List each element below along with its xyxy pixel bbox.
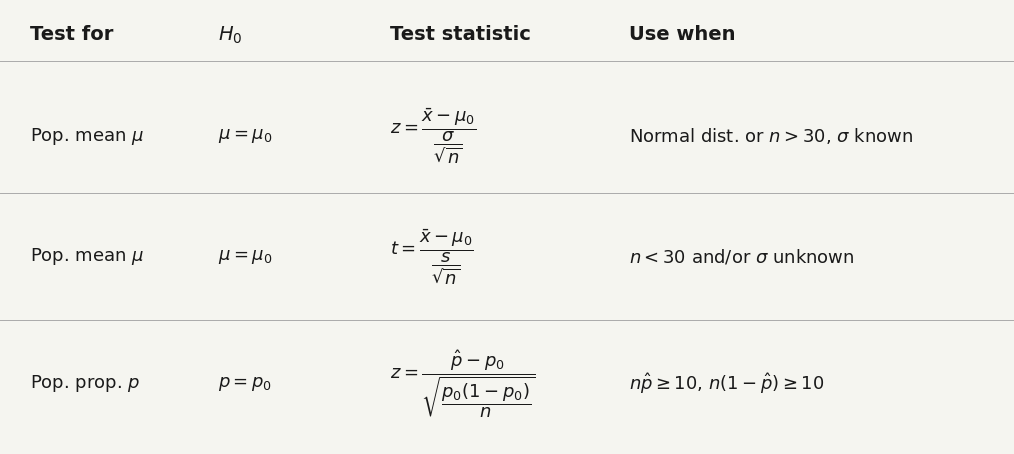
Text: $H_0$: $H_0$ [218,25,242,46]
Text: $t = \dfrac{\bar{x} - \mu_0}{\dfrac{s}{\sqrt{n}}}$: $t = \dfrac{\bar{x} - \mu_0}{\dfrac{s}{\… [390,227,475,286]
Text: $z = \dfrac{\hat{p} - p_0}{\sqrt{\dfrac{p_0(1-p_0)}{n}}}$: $z = \dfrac{\hat{p} - p_0}{\sqrt{\dfrac{… [390,348,536,419]
Text: $n\hat{p} \geq 10$, $n(1 - \hat{p}) \geq 10$: $n\hat{p} \geq 10$, $n(1 - \hat{p}) \geq… [629,371,824,396]
Text: $n < 30$ and/or $\sigma$ unknown: $n < 30$ and/or $\sigma$ unknown [629,247,854,266]
Text: Use when: Use when [629,25,735,44]
Text: $\mu = \mu_0$: $\mu = \mu_0$ [218,127,273,145]
Text: $\mu = \mu_0$: $\mu = \mu_0$ [218,247,273,266]
Text: Test for: Test for [30,25,114,44]
Text: Pop. mean $\mu$: Pop. mean $\mu$ [30,126,145,147]
Text: $p = p_0$: $p = p_0$ [218,375,272,393]
Text: Test statistic: Test statistic [390,25,531,44]
Text: $z = \dfrac{\bar{x} - \mu_0}{\dfrac{\sigma}{\sqrt{n}}}$: $z = \dfrac{\bar{x} - \mu_0}{\dfrac{\sig… [390,107,477,165]
Text: Normal dist. or $n > 30$, $\sigma$ known: Normal dist. or $n > 30$, $\sigma$ known [629,126,913,146]
Text: Pop. mean $\mu$: Pop. mean $\mu$ [30,246,145,267]
Text: Pop. prop. $p$: Pop. prop. $p$ [30,373,141,394]
